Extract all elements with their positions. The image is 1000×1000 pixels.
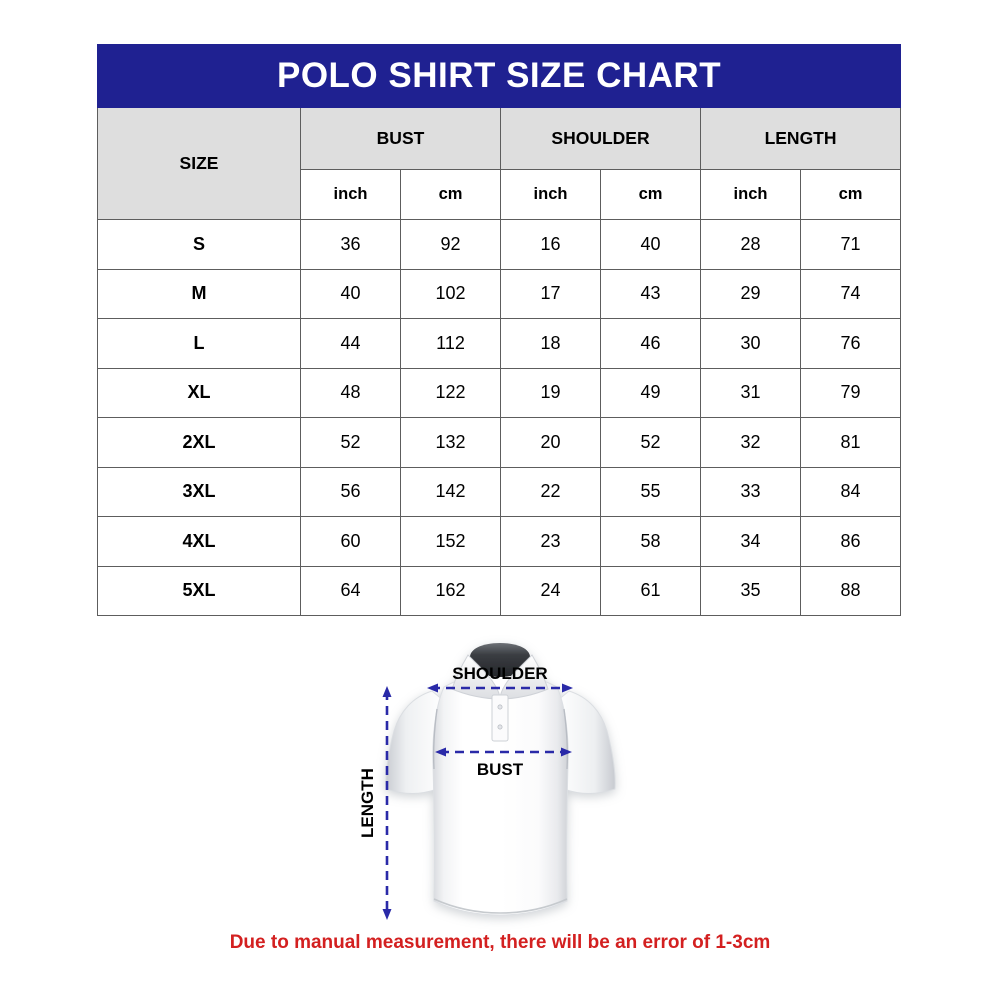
cell-size: 2XL: [97, 417, 301, 468]
cell-length-cm: 79: [799, 367, 902, 418]
cell-bust-cm: 92: [400, 219, 501, 270]
polo-shirt-illustration: [385, 643, 616, 916]
cell-length-cm: 81: [799, 417, 902, 468]
shirt-button-top: [497, 704, 503, 710]
measurement-diagram: SHOULDER BUST LENGTH: [358, 643, 616, 920]
cell-bust-cm: 132: [400, 417, 501, 468]
cell-shoulder-cm: 58: [600, 516, 701, 567]
cell-size: 3XL: [97, 466, 301, 517]
cell-length-inch: 35: [700, 565, 801, 616]
cell-length-cm: 88: [799, 565, 902, 616]
cell-shoulder-inch: 18: [500, 318, 601, 369]
unit-length-cm: cm: [799, 169, 902, 220]
cell-size: 4XL: [97, 516, 301, 567]
cell-length-cm: 71: [799, 219, 902, 270]
cell-bust-inch: 36: [300, 219, 401, 270]
cell-bust-inch: 56: [300, 466, 401, 517]
cell-length-cm: 76: [799, 318, 902, 369]
table-row: 5XL 64 162 24 61 35 88: [97, 565, 902, 616]
cell-shoulder-inch: 24: [500, 565, 601, 616]
shirt-armhole-right: [563, 708, 569, 770]
cell-bust-cm: 102: [400, 268, 501, 319]
cell-bust-cm: 152: [400, 516, 501, 567]
table-row: 3XL 56 142 22 55 33 84: [97, 466, 902, 517]
shirt-placket: [491, 694, 509, 742]
cell-length-cm: 86: [799, 516, 902, 567]
cell-shoulder-inch: 20: [500, 417, 601, 468]
table-row: 4XL 60 152 23 58 34 86: [97, 516, 902, 567]
cell-length-inch: 29: [700, 268, 801, 319]
shirt-collar-inner: [470, 643, 530, 677]
cell-length-inch: 31: [700, 367, 801, 418]
unit-length-inch: inch: [700, 169, 801, 220]
cell-shoulder-cm: 43: [600, 268, 701, 319]
table-row: 2XL 52 132 20 52 32 81: [97, 417, 902, 468]
length-measure-arrow: [382, 686, 392, 920]
page-title: POLO SHIRT SIZE CHART: [96, 44, 902, 108]
cell-shoulder-inch: 22: [500, 466, 601, 517]
cell-bust-inch: 48: [300, 367, 401, 418]
cell-bust-cm: 122: [400, 367, 501, 418]
cell-length-inch: 30: [700, 318, 801, 369]
length-label: LENGTH: [358, 768, 377, 838]
shirt-button-bottom: [497, 724, 503, 730]
header-shoulder: SHOULDER: [500, 107, 701, 170]
cell-bust-cm: 162: [400, 565, 501, 616]
size-chart-table: POLO SHIRT SIZE CHART SIZE BUST SHOULDER…: [96, 44, 902, 616]
cell-length-inch: 28: [700, 219, 801, 270]
cell-size: XL: [97, 367, 301, 418]
cell-size: M: [97, 268, 301, 319]
cell-length-cm: 74: [799, 268, 902, 319]
measurement-disclaimer: Due to manual measurement, there will be…: [229, 932, 771, 953]
cell-bust-inch: 40: [300, 268, 401, 319]
shoulder-measure-arrow: [427, 683, 573, 693]
bust-label: BUST: [477, 760, 524, 779]
group-header-row: SIZE BUST SHOULDER LENGTH: [97, 107, 902, 220]
table-row: L 44 112 18 46 30 76: [97, 318, 902, 369]
header-length: LENGTH: [699, 107, 902, 170]
shirt-hem: [433, 898, 568, 914]
cell-length-inch: 32: [700, 417, 801, 468]
cell-length-inch: 34: [700, 516, 801, 567]
table-row: S 36 92 16 40 28 71: [97, 219, 902, 270]
units-header-row: inch cm inch cm inch cm: [98, 169, 902, 220]
cell-size: L: [97, 318, 301, 369]
cell-shoulder-cm: 49: [600, 367, 701, 418]
header-bust: BUST: [300, 107, 501, 170]
table-row: M 40 102 17 43 29 74: [97, 268, 902, 319]
unit-bust-cm: cm: [400, 169, 501, 220]
cell-bust-inch: 44: [300, 318, 401, 369]
cell-bust-cm: 142: [400, 466, 501, 517]
cell-length-inch: 33: [700, 466, 801, 517]
cell-shoulder-cm: 61: [600, 565, 701, 616]
cell-bust-cm: 112: [400, 318, 501, 369]
cell-shoulder-cm: 55: [600, 466, 701, 517]
shirt-armhole-left: [432, 708, 438, 770]
cell-shoulder-inch: 17: [500, 268, 601, 319]
cell-shoulder-inch: 16: [500, 219, 601, 270]
unit-shoulder-cm: cm: [600, 169, 701, 220]
cell-size: S: [97, 219, 301, 270]
unit-shoulder-inch: inch: [500, 169, 601, 220]
cell-shoulder-cm: 46: [600, 318, 701, 369]
bust-measure-arrow: [435, 747, 572, 757]
cell-size: 5XL: [97, 565, 301, 616]
cell-shoulder-cm: 52: [600, 417, 701, 468]
header-size: SIZE: [97, 107, 301, 220]
cell-shoulder-cm: 40: [600, 219, 701, 270]
size-chart-container: POLO SHIRT SIZE CHART SIZE BUST SHOULDER…: [96, 44, 902, 616]
table-row: XL 48 122 19 49 31 79: [97, 367, 902, 418]
cell-shoulder-inch: 23: [500, 516, 601, 567]
cell-shoulder-inch: 19: [500, 367, 601, 418]
cell-bust-inch: 64: [300, 565, 401, 616]
cell-length-cm: 84: [799, 466, 902, 517]
cell-bust-inch: 60: [300, 516, 401, 567]
cell-bust-inch: 52: [300, 417, 401, 468]
shoulder-label: SHOULDER: [452, 664, 547, 683]
unit-bust-inch: inch: [300, 169, 401, 220]
chart-title-row: POLO SHIRT SIZE CHART: [96, 44, 902, 108]
